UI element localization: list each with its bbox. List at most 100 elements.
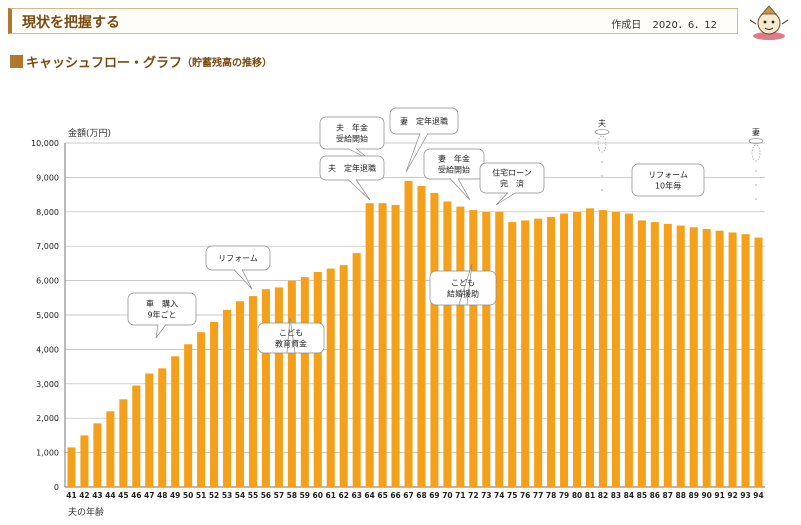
x-tick-label: 44 bbox=[105, 491, 115, 500]
bar bbox=[378, 203, 387, 487]
x-tick-label: 56 bbox=[261, 491, 271, 500]
dot-marker bbox=[601, 189, 603, 191]
bar bbox=[754, 237, 763, 487]
bar bbox=[132, 385, 141, 487]
x-tick-label: 65 bbox=[377, 491, 387, 500]
halo-icon bbox=[594, 129, 610, 135]
bar bbox=[145, 373, 154, 487]
x-tick-label: 82 bbox=[598, 491, 608, 500]
x-tick-label: 88 bbox=[676, 491, 686, 500]
y-tick-label: 3,000 bbox=[36, 380, 59, 389]
x-tick-label: 42 bbox=[79, 491, 89, 500]
bar bbox=[274, 287, 283, 487]
x-tick-label: 59 bbox=[300, 491, 310, 500]
bar bbox=[300, 277, 309, 487]
header-bar: 現状を把握する 作成日 2020．6．12 bbox=[8, 8, 738, 34]
annotation-text: 妻 定年退職 bbox=[400, 116, 448, 126]
halo-icon bbox=[748, 138, 764, 144]
bar bbox=[365, 203, 374, 487]
page-title: 現状を把握する bbox=[22, 15, 120, 31]
bar bbox=[391, 204, 400, 488]
y-tick-label: 5,000 bbox=[36, 311, 59, 320]
bar bbox=[573, 211, 582, 488]
bar bbox=[171, 356, 180, 487]
annotation-text: リフォーム bbox=[648, 171, 688, 180]
bar bbox=[689, 227, 698, 487]
callout-box bbox=[479, 162, 545, 194]
y-tick-label: 9,000 bbox=[36, 173, 59, 182]
bar bbox=[430, 192, 439, 487]
bar bbox=[598, 210, 607, 487]
annotation-text: 受給開始 bbox=[336, 134, 368, 144]
x-tick-label: 89 bbox=[688, 491, 698, 500]
dot-marker bbox=[755, 170, 757, 172]
x-tick-label: 77 bbox=[533, 491, 543, 500]
bar bbox=[547, 216, 556, 487]
bar bbox=[676, 225, 685, 487]
bar bbox=[80, 435, 89, 487]
callout-pointer bbox=[405, 133, 429, 173]
x-tick-label: 84 bbox=[624, 491, 634, 500]
section-title-text: キャッシュフロー・グラフ bbox=[26, 56, 183, 71]
x-tick-label: 57 bbox=[274, 491, 284, 500]
created-date: 2020．6．12 bbox=[652, 20, 717, 31]
x-tick-label: 53 bbox=[222, 491, 232, 500]
bar bbox=[326, 268, 335, 487]
bar bbox=[469, 210, 478, 487]
annotation-text: 夫 年金 bbox=[336, 123, 368, 133]
x-tick-label: 73 bbox=[481, 491, 491, 500]
callout-box bbox=[631, 163, 705, 197]
bar bbox=[443, 201, 452, 488]
annotation-text: 結婚援助 bbox=[447, 289, 479, 299]
x-tick-label: 74 bbox=[494, 491, 504, 500]
x-tick-label: 52 bbox=[209, 491, 219, 500]
annotation-text: 妻 年金 bbox=[438, 154, 470, 164]
x-tick-label: 63 bbox=[351, 491, 361, 500]
x-tick-label: 41 bbox=[66, 491, 76, 500]
callout-pointer bbox=[458, 263, 473, 305]
bar bbox=[119, 399, 128, 487]
created-label: 作成日 bbox=[611, 20, 642, 31]
x-tick-label: 54 bbox=[235, 491, 245, 500]
bar bbox=[339, 265, 348, 487]
y-tick-label: 8,000 bbox=[36, 208, 59, 217]
y-tick-label: 10,000 bbox=[31, 139, 59, 148]
callout-box bbox=[423, 148, 485, 180]
annotation-text: 車 購入 bbox=[146, 299, 178, 309]
annotation-text: 住宅ローン bbox=[492, 168, 532, 178]
created-meta: 作成日 2020．6．12 bbox=[603, 16, 717, 31]
bar bbox=[184, 344, 193, 487]
x-tick-label: 76 bbox=[520, 491, 530, 500]
bar bbox=[585, 208, 595, 488]
annotation-text: こども bbox=[279, 329, 303, 338]
bar bbox=[106, 411, 115, 487]
x-tick-label: 86 bbox=[650, 491, 660, 500]
x-tick-label: 92 bbox=[727, 491, 737, 500]
bar bbox=[352, 253, 361, 487]
y-tick-label: 4,000 bbox=[36, 345, 59, 354]
callout-box bbox=[429, 270, 497, 306]
x-tick-label: 71 bbox=[455, 491, 465, 500]
bar bbox=[197, 332, 206, 487]
x-tick-label: 78 bbox=[546, 491, 556, 500]
x-tick-label: 61 bbox=[326, 491, 336, 500]
x-tick-label: 64 bbox=[364, 491, 374, 500]
x-tick-label: 91 bbox=[714, 491, 724, 500]
bar bbox=[93, 423, 102, 487]
y-tick-label: 0 bbox=[54, 483, 59, 492]
bar bbox=[417, 186, 426, 487]
bar bbox=[67, 447, 76, 487]
callout-box bbox=[127, 292, 197, 326]
bar bbox=[235, 301, 245, 487]
bar bbox=[495, 211, 504, 488]
callout-pointer bbox=[155, 324, 167, 339]
callout-pointer bbox=[347, 179, 371, 201]
y-tick-label: 1,000 bbox=[36, 449, 59, 458]
x-axis-label: 夫の年齢 bbox=[68, 506, 104, 518]
callout-pointer bbox=[495, 192, 517, 206]
bar bbox=[508, 222, 517, 487]
person-outline-icon bbox=[751, 144, 761, 162]
mascot-icon bbox=[749, 5, 789, 40]
bar bbox=[521, 220, 530, 487]
bar bbox=[534, 218, 543, 487]
